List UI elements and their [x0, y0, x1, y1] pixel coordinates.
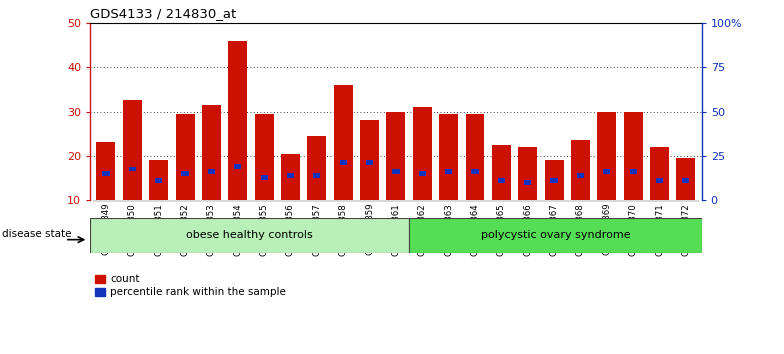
Bar	[129, 167, 136, 171]
Bar	[413, 107, 432, 200]
Bar	[119, 200, 146, 202]
Bar	[255, 114, 274, 200]
Bar	[524, 180, 532, 185]
Bar	[541, 200, 568, 202]
Bar	[176, 114, 194, 200]
Bar	[462, 200, 488, 202]
Bar	[93, 200, 119, 202]
Bar	[630, 169, 637, 174]
Bar	[123, 101, 142, 200]
Bar	[409, 218, 702, 253]
Bar	[623, 112, 643, 200]
Bar	[287, 173, 294, 178]
Bar	[620, 200, 646, 202]
Bar	[550, 178, 557, 183]
Bar	[303, 200, 330, 202]
Bar	[181, 171, 189, 176]
Bar	[514, 200, 541, 202]
Bar	[198, 200, 224, 202]
Bar	[96, 142, 115, 200]
Bar	[208, 169, 215, 174]
Bar	[334, 85, 353, 200]
Text: GDS4133 / 214830_at: GDS4133 / 214830_at	[90, 7, 237, 21]
Bar	[278, 200, 303, 202]
Bar	[260, 176, 267, 180]
Bar	[577, 173, 584, 178]
Bar	[281, 154, 300, 200]
Bar	[597, 112, 616, 200]
Bar	[307, 136, 326, 200]
Bar	[518, 147, 537, 200]
Bar	[392, 169, 400, 174]
Bar	[409, 200, 435, 202]
Bar	[656, 178, 663, 183]
Bar	[445, 169, 452, 174]
Bar	[234, 164, 241, 169]
Bar	[646, 200, 673, 202]
Text: disease state: disease state	[2, 229, 71, 239]
Bar	[330, 200, 357, 202]
Bar	[682, 178, 689, 183]
Bar	[339, 160, 347, 165]
Bar	[593, 200, 620, 202]
Bar	[146, 200, 172, 202]
Bar	[360, 120, 379, 200]
Text: obese healthy controls: obese healthy controls	[187, 230, 313, 240]
Text: polycystic ovary syndrome: polycystic ovary syndrome	[481, 230, 630, 240]
Legend: count, percentile rank within the sample: count, percentile rank within the sample	[96, 274, 286, 297]
Bar	[202, 105, 221, 200]
Bar	[435, 200, 462, 202]
Bar	[571, 140, 590, 200]
Bar	[673, 200, 699, 202]
Bar	[228, 41, 247, 200]
Bar	[488, 200, 514, 202]
Bar	[471, 169, 478, 174]
Bar	[387, 112, 405, 200]
Bar	[498, 178, 505, 183]
Bar	[251, 200, 278, 202]
Bar	[366, 160, 373, 165]
Bar	[90, 218, 409, 253]
Bar	[545, 160, 564, 200]
Bar	[439, 114, 458, 200]
Bar	[466, 114, 485, 200]
Bar	[149, 160, 169, 200]
Bar	[419, 171, 426, 176]
Bar	[492, 145, 511, 200]
Bar	[677, 158, 695, 200]
Bar	[155, 178, 162, 183]
Bar	[383, 200, 409, 202]
Bar	[650, 147, 669, 200]
Bar	[103, 171, 110, 176]
Bar	[314, 173, 321, 178]
Bar	[357, 200, 383, 202]
Bar	[568, 200, 593, 202]
Bar	[603, 169, 611, 174]
Bar	[172, 200, 198, 202]
Bar	[224, 200, 251, 202]
